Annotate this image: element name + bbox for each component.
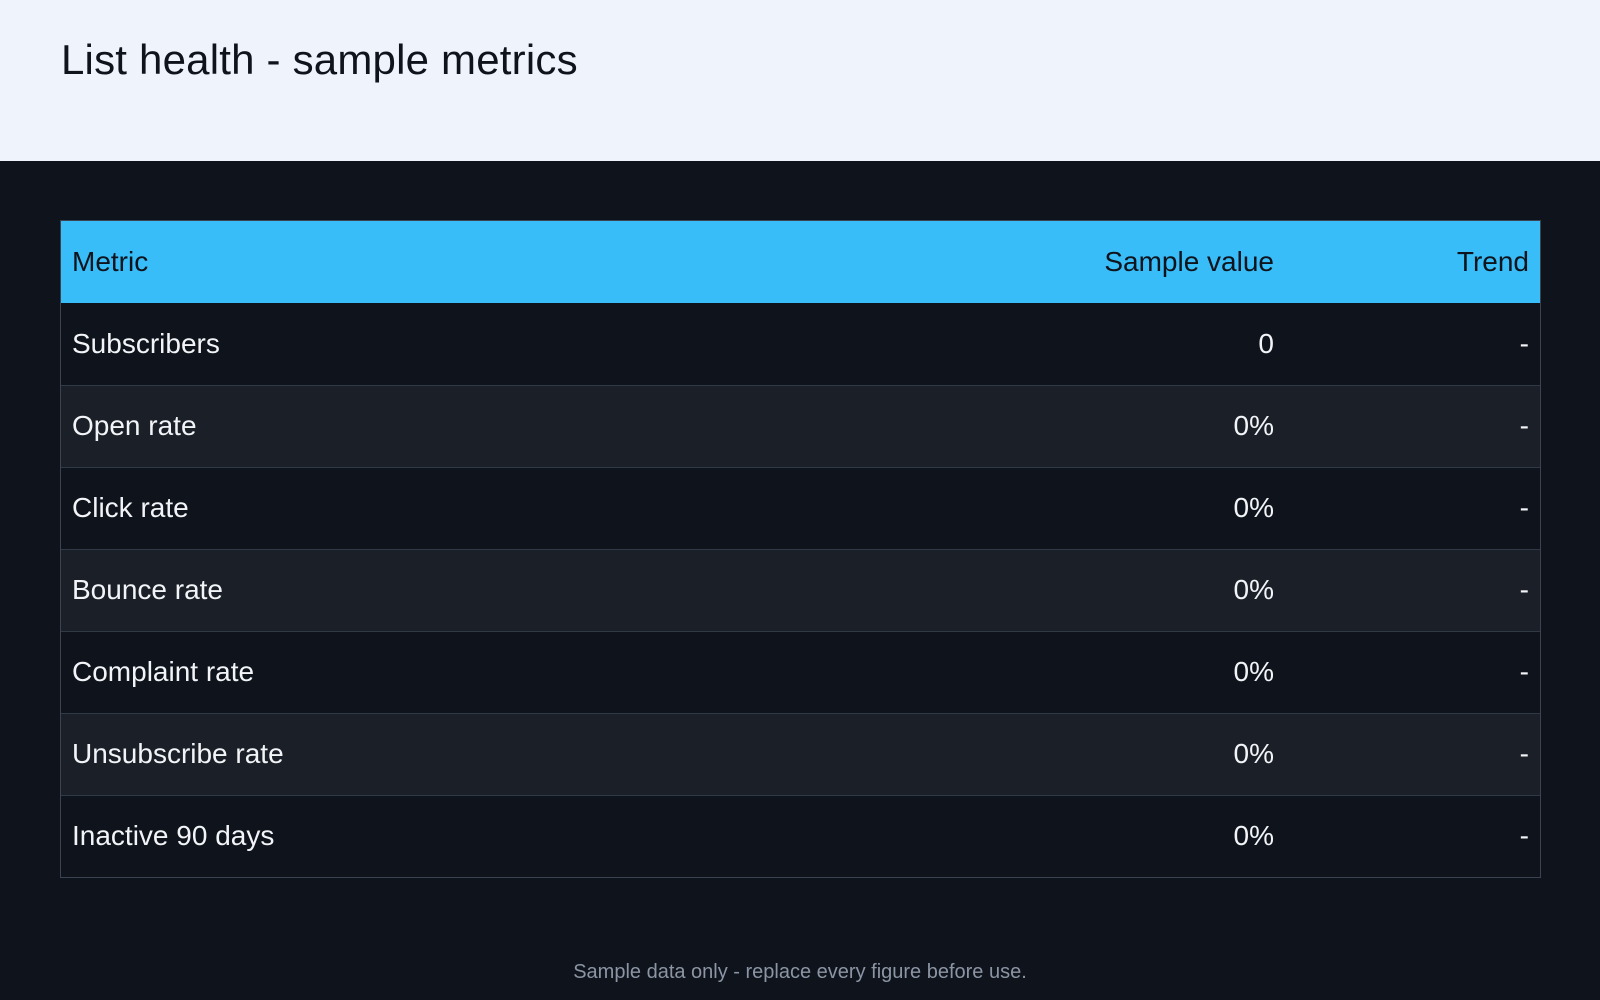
metric-value-cell: 0% xyxy=(903,712,1285,795)
metric-value-cell: 0% xyxy=(903,384,1285,467)
metric-name-cell: Unsubscribe rate xyxy=(61,712,903,795)
metric-name-cell: Inactive 90 days xyxy=(61,794,903,877)
metric-value-cell: 0% xyxy=(903,630,1285,713)
metric-name-cell: Open rate xyxy=(61,384,903,467)
table-row: Complaint rate 0% - xyxy=(61,630,1540,713)
metric-trend-cell: - xyxy=(1285,548,1540,631)
table-row: Subscribers 0 - xyxy=(61,303,1540,385)
metric-trend-cell: - xyxy=(1285,630,1540,713)
table-row: Inactive 90 days 0% - xyxy=(61,794,1540,877)
metric-name-cell: Bounce rate xyxy=(61,548,903,631)
metric-name-cell: Subscribers xyxy=(72,327,220,359)
column-header-trend: Trend xyxy=(1456,246,1529,277)
page-title: List health - sample metrics xyxy=(61,36,578,83)
metric-trend-cell: - xyxy=(1285,384,1540,467)
metric-trend-cell: - xyxy=(1285,712,1540,795)
metric-trend-cell: - xyxy=(1285,794,1540,877)
metric-name-cell: Complaint rate xyxy=(61,630,903,713)
table-header-row: Metric Sample value Trend xyxy=(61,221,1540,303)
metrics-table: Metric Sample value Trend Subscribers 0 … xyxy=(60,220,1541,878)
page-header: List health - sample metrics xyxy=(0,0,1600,161)
table-row: Open rate 0% - xyxy=(61,384,1540,467)
metric-value-cell: 0 xyxy=(1258,327,1274,359)
footer-note: Sample data only - replace every figure … xyxy=(573,961,1027,983)
table-row: Click rate 0% - xyxy=(61,466,1540,549)
metric-trend-cell: - xyxy=(1519,327,1529,359)
metric-value-cell: 0% xyxy=(903,794,1285,877)
column-header-metric: Metric xyxy=(72,246,149,277)
metric-name-cell: Click rate xyxy=(61,466,903,549)
column-header-sample-value: Sample value xyxy=(1104,246,1274,277)
table-row: Unsubscribe rate 0% - xyxy=(61,712,1540,795)
table-row: Bounce rate 0% - xyxy=(61,548,1540,631)
metric-value-cell: 0% xyxy=(903,466,1285,549)
metric-value-cell: 0% xyxy=(903,548,1285,631)
metric-trend-cell: - xyxy=(1285,466,1540,549)
